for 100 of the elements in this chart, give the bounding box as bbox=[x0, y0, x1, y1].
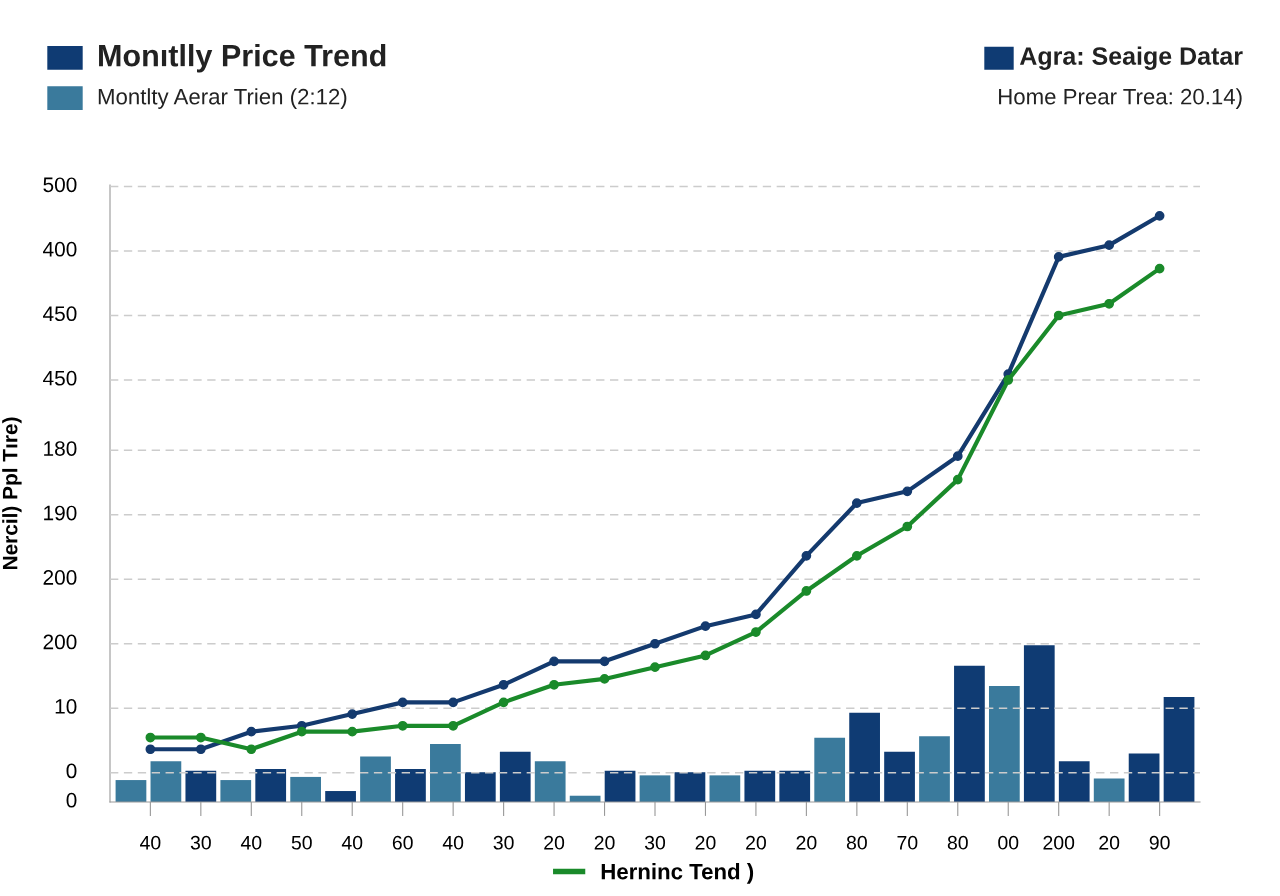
point bbox=[145, 744, 156, 755]
text: 200 bbox=[43, 570, 77, 585]
x-tick-label: 70 bbox=[897, 835, 918, 850]
bar bbox=[1093, 778, 1125, 802]
point bbox=[246, 726, 257, 737]
x-tick-label: 20 bbox=[594, 835, 615, 850]
bar bbox=[988, 686, 1020, 802]
text: 0 bbox=[66, 792, 77, 808]
text: 500 bbox=[43, 177, 77, 193]
x-tick-label: 20 bbox=[796, 835, 817, 850]
point bbox=[650, 662, 660, 673]
x-tick-label: 20 bbox=[544, 835, 565, 850]
point bbox=[347, 709, 358, 719]
point bbox=[650, 638, 660, 649]
point bbox=[1104, 298, 1115, 309]
text: 180 bbox=[44, 441, 77, 456]
chart-title: Monıtlly Price Trend bbox=[99, 44, 386, 73]
point bbox=[1104, 240, 1115, 251]
bar bbox=[744, 770, 776, 802]
bar bbox=[464, 772, 496, 802]
point bbox=[195, 744, 206, 755]
x-tick-label: 30 bbox=[190, 835, 211, 850]
x-tick-label: 30 bbox=[493, 835, 514, 850]
x-tick-label: 40 bbox=[442, 835, 464, 850]
bar bbox=[814, 737, 846, 802]
point bbox=[448, 697, 459, 708]
text: 0 bbox=[66, 763, 77, 779]
point bbox=[851, 550, 862, 561]
point bbox=[952, 474, 963, 485]
bar bbox=[1058, 761, 1090, 802]
bar bbox=[779, 770, 811, 802]
point bbox=[851, 498, 862, 508]
point bbox=[347, 726, 358, 737]
point bbox=[1154, 263, 1165, 274]
point bbox=[599, 674, 610, 684]
bar bbox=[884, 751, 915, 802]
bar bbox=[709, 775, 741, 802]
point bbox=[700, 621, 711, 632]
bar bbox=[604, 770, 636, 802]
bar bbox=[1128, 753, 1160, 802]
text: 200 bbox=[43, 634, 77, 650]
x-tick-label: 60 bbox=[392, 835, 413, 850]
x-tick-label: 20 bbox=[695, 835, 716, 850]
point bbox=[1003, 375, 1014, 385]
point bbox=[952, 451, 963, 462]
bar bbox=[325, 791, 356, 802]
point bbox=[751, 609, 761, 620]
x-tick-label: 40 bbox=[140, 835, 161, 850]
chart-subtitle: Montlty Aerar Trien (2:12) bbox=[98, 88, 347, 109]
bar bbox=[1163, 697, 1195, 802]
point bbox=[549, 679, 559, 690]
point bbox=[397, 697, 408, 708]
point bbox=[902, 521, 913, 532]
text: 400 bbox=[43, 241, 77, 257]
bar bbox=[395, 769, 426, 802]
x-tick-label: 00 bbox=[998, 835, 1019, 850]
point bbox=[801, 550, 812, 561]
point bbox=[498, 679, 509, 690]
point bbox=[751, 627, 761, 637]
bar bbox=[150, 761, 182, 802]
bar bbox=[220, 780, 252, 802]
bar bbox=[430, 744, 461, 802]
point bbox=[902, 486, 913, 497]
x-tick-label: 200 bbox=[1043, 835, 1075, 850]
text: 10 bbox=[55, 699, 77, 714]
x-tick-label: 20 bbox=[1099, 835, 1120, 850]
text: 450 bbox=[43, 370, 77, 386]
bar bbox=[639, 775, 671, 802]
bar bbox=[954, 665, 985, 802]
point bbox=[1053, 252, 1064, 262]
point bbox=[246, 744, 257, 755]
y-axis-title: Nercil) Ppl Tıre) bbox=[2, 417, 22, 570]
x-tick-label: 80 bbox=[846, 835, 867, 850]
point bbox=[296, 726, 307, 737]
point bbox=[145, 732, 156, 743]
point bbox=[599, 656, 610, 667]
bar bbox=[290, 776, 322, 802]
bar bbox=[674, 772, 706, 802]
x-tick-label: 40 bbox=[341, 835, 363, 850]
point bbox=[1154, 210, 1165, 221]
bar bbox=[919, 736, 950, 802]
point bbox=[397, 720, 408, 731]
bar bbox=[849, 712, 880, 802]
bar bbox=[360, 756, 391, 802]
point bbox=[448, 720, 459, 731]
point bbox=[549, 656, 559, 667]
text: 450 bbox=[43, 306, 77, 322]
bar bbox=[534, 761, 566, 802]
chart-subtitle: Home Prear Trea: 20.14) bbox=[999, 88, 1242, 109]
legend-label: Herninc Tend ) bbox=[601, 863, 754, 884]
x-tick-label: 40 bbox=[240, 835, 262, 850]
x-tick-label: 80 bbox=[947, 835, 968, 850]
point bbox=[700, 650, 711, 661]
bar bbox=[185, 770, 217, 802]
point bbox=[801, 586, 812, 596]
x-tick-label: 90 bbox=[1149, 835, 1170, 850]
x-tick-label: 50 bbox=[291, 835, 312, 850]
text: 190 bbox=[44, 505, 77, 521]
bar bbox=[255, 769, 287, 802]
x-tick-label: 20 bbox=[746, 835, 766, 850]
